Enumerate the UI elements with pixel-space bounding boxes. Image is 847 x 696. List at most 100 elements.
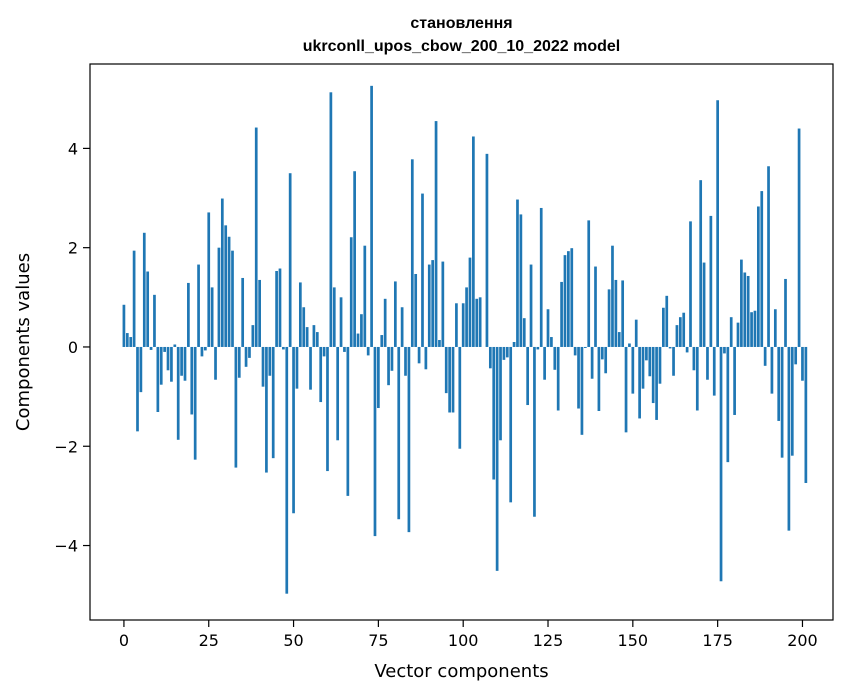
- bar-16: [176, 346, 180, 440]
- bar-31: [227, 236, 231, 347]
- bar-114: [509, 346, 513, 503]
- bar-85: [410, 159, 414, 347]
- bar-137: [587, 220, 591, 347]
- bar-148: [624, 346, 628, 433]
- bar-91: [431, 260, 435, 347]
- bar-171: [702, 262, 706, 347]
- bar-74: [373, 346, 377, 537]
- bar-10: [156, 346, 160, 412]
- bar-126: [550, 337, 553, 347]
- bar-143: [607, 289, 611, 347]
- bar-197: [790, 346, 794, 456]
- bar-54: [305, 327, 309, 347]
- bar-24: [203, 346, 207, 351]
- bar-99: [458, 346, 462, 449]
- bar-129: [560, 281, 563, 347]
- plot-frame: [89, 63, 834, 621]
- bar-87: [417, 346, 421, 364]
- bar-29: [220, 198, 224, 347]
- bar-186: [753, 310, 757, 347]
- bar-49: [288, 173, 292, 347]
- y-tick-label: −4: [54, 537, 78, 556]
- bar-159: [662, 307, 665, 347]
- bar-180: [733, 346, 736, 415]
- bar-39: [254, 127, 258, 347]
- bar-53: [302, 307, 306, 347]
- x-tick-label: 125: [533, 631, 564, 650]
- bar-18: [183, 346, 187, 381]
- bar-55: [309, 346, 312, 390]
- bar-182: [740, 259, 743, 347]
- bar-199: [797, 128, 801, 347]
- bar-61: [329, 92, 333, 347]
- bar-5: [139, 346, 143, 393]
- bar-124: [543, 346, 546, 380]
- bar-168: [692, 346, 696, 371]
- bar-22: [197, 264, 200, 347]
- bar-8: [149, 346, 153, 350]
- bar-25: [207, 212, 211, 347]
- x-tick-label: 175: [702, 631, 733, 650]
- y-tick-label: 4: [68, 139, 78, 158]
- bar-33: [234, 346, 238, 468]
- chart-title-line2: ukrconll_upos_cbow_200_10_2022 model: [303, 38, 620, 55]
- bar-68: [353, 171, 356, 347]
- bar-84: [407, 346, 411, 533]
- bar-134: [577, 346, 580, 409]
- bar-107: [485, 153, 489, 347]
- bar-51: [295, 346, 299, 389]
- bar-69: [356, 333, 360, 347]
- bar-111: [499, 346, 502, 441]
- bar-103: [472, 136, 475, 347]
- bar-79: [390, 346, 394, 371]
- bar-123: [539, 207, 543, 347]
- bar-50: [292, 346, 295, 514]
- bar-12: [163, 346, 166, 352]
- bar-92: [434, 121, 438, 347]
- bar-75: [377, 346, 380, 409]
- bar-118: [522, 318, 526, 347]
- bar-150: [631, 346, 635, 394]
- bar-122: [536, 346, 540, 350]
- bar-201: [804, 346, 808, 483]
- bar-66: [346, 346, 350, 496]
- bar-119: [526, 346, 530, 406]
- bar-128: [556, 346, 560, 411]
- bar-73: [370, 85, 373, 347]
- bar-173: [709, 215, 713, 347]
- x-tick-label: 200: [787, 631, 818, 650]
- bar-175: [716, 100, 719, 347]
- bar-170: [699, 180, 703, 347]
- bar-176: [719, 346, 723, 582]
- bar-179: [729, 317, 733, 347]
- bar-109: [492, 346, 496, 480]
- bar-200: [801, 346, 804, 381]
- bar-191: [770, 346, 774, 394]
- bar-190: [767, 166, 770, 347]
- bar-3: [132, 250, 136, 347]
- bar-15: [173, 344, 177, 347]
- bar-76: [380, 335, 384, 347]
- bar-152: [638, 346, 641, 419]
- bar-101: [465, 287, 468, 347]
- bar-102: [468, 257, 472, 347]
- bar-164: [678, 317, 682, 347]
- bar-36: [244, 346, 248, 367]
- bar-89: [424, 346, 428, 370]
- bar-26: [210, 287, 214, 347]
- bar-4: [136, 346, 139, 432]
- bar-58: [319, 346, 323, 403]
- bar-151: [634, 319, 638, 347]
- bar-6: [142, 232, 146, 347]
- bar-144: [611, 245, 614, 347]
- bar-185: [750, 312, 753, 347]
- bar-81: [397, 346, 401, 520]
- bar-145: [614, 279, 618, 347]
- bar-71: [363, 245, 367, 347]
- bar-163: [675, 325, 679, 347]
- bar-30: [224, 225, 228, 347]
- bar-62: [332, 287, 336, 347]
- bar-139: [594, 266, 597, 347]
- bar-43: [268, 346, 272, 376]
